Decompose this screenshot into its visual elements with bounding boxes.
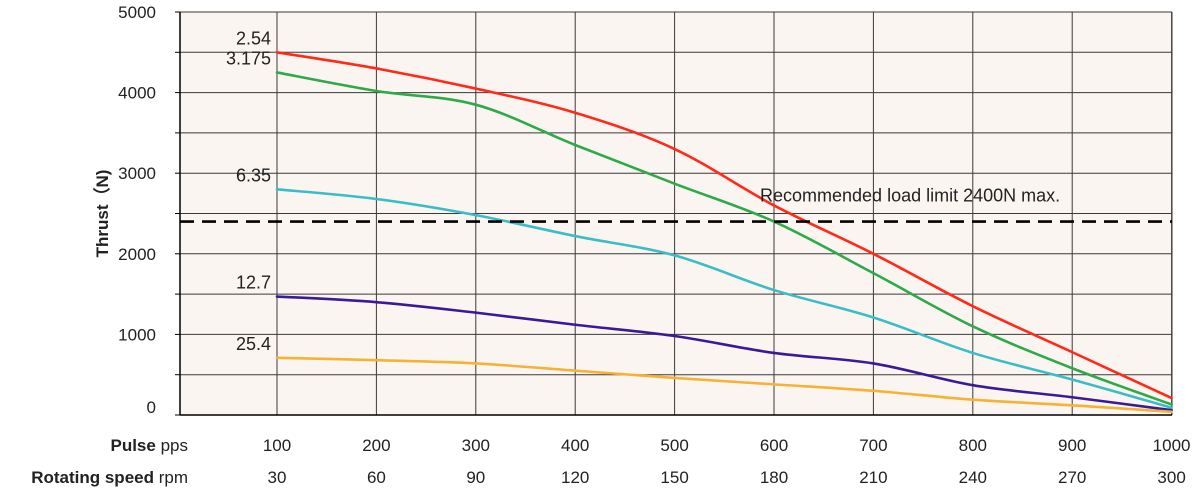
series-point-12.7 bbox=[573, 323, 577, 327]
x-tick-label: 30 bbox=[268, 468, 287, 487]
x-tick-label: 600 bbox=[760, 436, 788, 455]
x-tick-label: 300 bbox=[462, 436, 490, 455]
series-point-3.175 bbox=[1170, 403, 1173, 406]
series-point-2.54 bbox=[971, 304, 975, 308]
reference-line-label: Recommended load limit 2400N max. bbox=[760, 186, 1060, 206]
series-point-2.54 bbox=[275, 51, 279, 54]
axes bbox=[175, 11, 1172, 416]
series-point-3.175 bbox=[673, 182, 676, 185]
x-tick-label: 100 bbox=[263, 436, 291, 455]
y-tick-label: 5000 bbox=[118, 3, 156, 22]
series-point-2.54 bbox=[573, 111, 577, 115]
series-point-6.35 bbox=[1070, 378, 1074, 381]
y-tick-label: 0 bbox=[147, 398, 156, 417]
series-point-6.35 bbox=[474, 213, 478, 217]
series-point-6.35 bbox=[573, 234, 577, 238]
series-point-12.7 bbox=[1070, 395, 1074, 399]
y-tick-label: 1000 bbox=[118, 325, 156, 344]
series-label-3.175: 3.175 bbox=[226, 48, 271, 68]
x-axis-row-label: Rotating speed rpm bbox=[31, 468, 188, 487]
labels-layer: 0 1000 2000 3000 4000 5000 Thrust（N) Pulse pps 1… bbox=[31, 3, 1190, 487]
x-tick-label: 900 bbox=[1058, 436, 1086, 455]
series-point-12.7 bbox=[772, 351, 776, 355]
series-point-25.4 bbox=[1070, 404, 1074, 407]
series-line-6.35 bbox=[276, 188, 1172, 409]
series-point-2.54 bbox=[772, 204, 776, 207]
series-label-2.54: 2.54 bbox=[236, 28, 271, 48]
series-point-3.175 bbox=[275, 71, 279, 74]
series-label-12.7: 12.7 bbox=[236, 273, 271, 293]
series-line-12.7 bbox=[276, 295, 1172, 412]
x-tick-label: 240 bbox=[959, 468, 987, 487]
x-axis-row-name: Pulse bbox=[110, 436, 160, 455]
series-point-2.54 bbox=[1170, 396, 1173, 400]
series-point-25.4 bbox=[375, 358, 378, 362]
series-point-6.35 bbox=[275, 188, 279, 191]
y-axis-label: Thrust（N) bbox=[92, 170, 112, 258]
series-point-6.35 bbox=[772, 288, 776, 292]
series-point-3.175 bbox=[573, 143, 577, 147]
series-point-25.4 bbox=[1170, 410, 1173, 414]
y-tick-label: 2000 bbox=[118, 245, 156, 264]
series-point-25.4 bbox=[971, 398, 975, 401]
x-tick-label: 210 bbox=[859, 468, 887, 487]
x-tick-label: 700 bbox=[859, 436, 887, 455]
x-tick-label: 1000 bbox=[1153, 436, 1191, 455]
series-point-3.175 bbox=[474, 103, 478, 106]
x-tick-label: 500 bbox=[660, 436, 688, 455]
series-point-6.35 bbox=[1170, 406, 1173, 410]
series-point-25.4 bbox=[872, 389, 875, 393]
series-point-25.4 bbox=[573, 369, 577, 372]
y-tick-label: 4000 bbox=[118, 84, 156, 103]
x-tick-label: 300 bbox=[1157, 468, 1185, 487]
x-tick-label: 120 bbox=[561, 468, 589, 487]
grid-lines bbox=[180, 11, 1173, 415]
series-point-3.175 bbox=[1070, 366, 1074, 370]
series-point-25.4 bbox=[474, 362, 478, 365]
series-line-3.175 bbox=[276, 71, 1173, 406]
series-point-3.175 bbox=[971, 325, 975, 328]
series-point-2.54 bbox=[673, 147, 676, 151]
x-tick-label: 270 bbox=[1058, 468, 1086, 487]
x-tick-label: 800 bbox=[959, 436, 987, 455]
series-point-12.7 bbox=[872, 362, 875, 365]
series-layer bbox=[275, 51, 1173, 414]
series-point-12.7 bbox=[375, 300, 378, 304]
series-point-25.4 bbox=[275, 356, 279, 360]
series-point-3.175 bbox=[872, 271, 875, 275]
x-tick-label: 60 bbox=[367, 468, 386, 487]
x-axis-row-name: Rotating speed bbox=[31, 468, 159, 487]
series-line-25.4 bbox=[276, 356, 1172, 414]
x-tick-label: 180 bbox=[760, 468, 788, 487]
series-point-25.4 bbox=[772, 383, 776, 386]
series-point-12.7 bbox=[673, 334, 676, 338]
x-tick-label: 400 bbox=[561, 436, 589, 455]
series-point-3.175 bbox=[375, 89, 378, 93]
series-point-6.35 bbox=[971, 351, 975, 355]
x-tick-label: 90 bbox=[466, 468, 485, 487]
series-point-2.54 bbox=[375, 67, 378, 70]
series-point-6.35 bbox=[673, 254, 676, 257]
series-line-2.54 bbox=[276, 51, 1173, 400]
x-axis-row-label: Pulse pps bbox=[110, 436, 188, 455]
series-point-25.4 bbox=[673, 376, 676, 380]
series-point-12.7 bbox=[474, 311, 478, 314]
x-axis-row-unit: pps bbox=[161, 436, 188, 455]
x-tick-label: 200 bbox=[362, 436, 390, 455]
series-label-25.4: 25.4 bbox=[236, 334, 271, 354]
series-point-12.7 bbox=[275, 295, 279, 298]
series-label-6.35: 6.35 bbox=[236, 165, 271, 185]
series-point-2.54 bbox=[474, 87, 478, 90]
y-tick-label: 3000 bbox=[118, 164, 156, 183]
series-point-2.54 bbox=[1070, 350, 1074, 354]
series-point-6.35 bbox=[872, 316, 875, 319]
series-point-2.54 bbox=[872, 252, 875, 256]
x-tick-label: 150 bbox=[660, 468, 688, 487]
series-point-6.35 bbox=[375, 197, 378, 201]
series-point-12.7 bbox=[971, 383, 975, 387]
x-axis-row-unit: rpm bbox=[159, 468, 188, 487]
